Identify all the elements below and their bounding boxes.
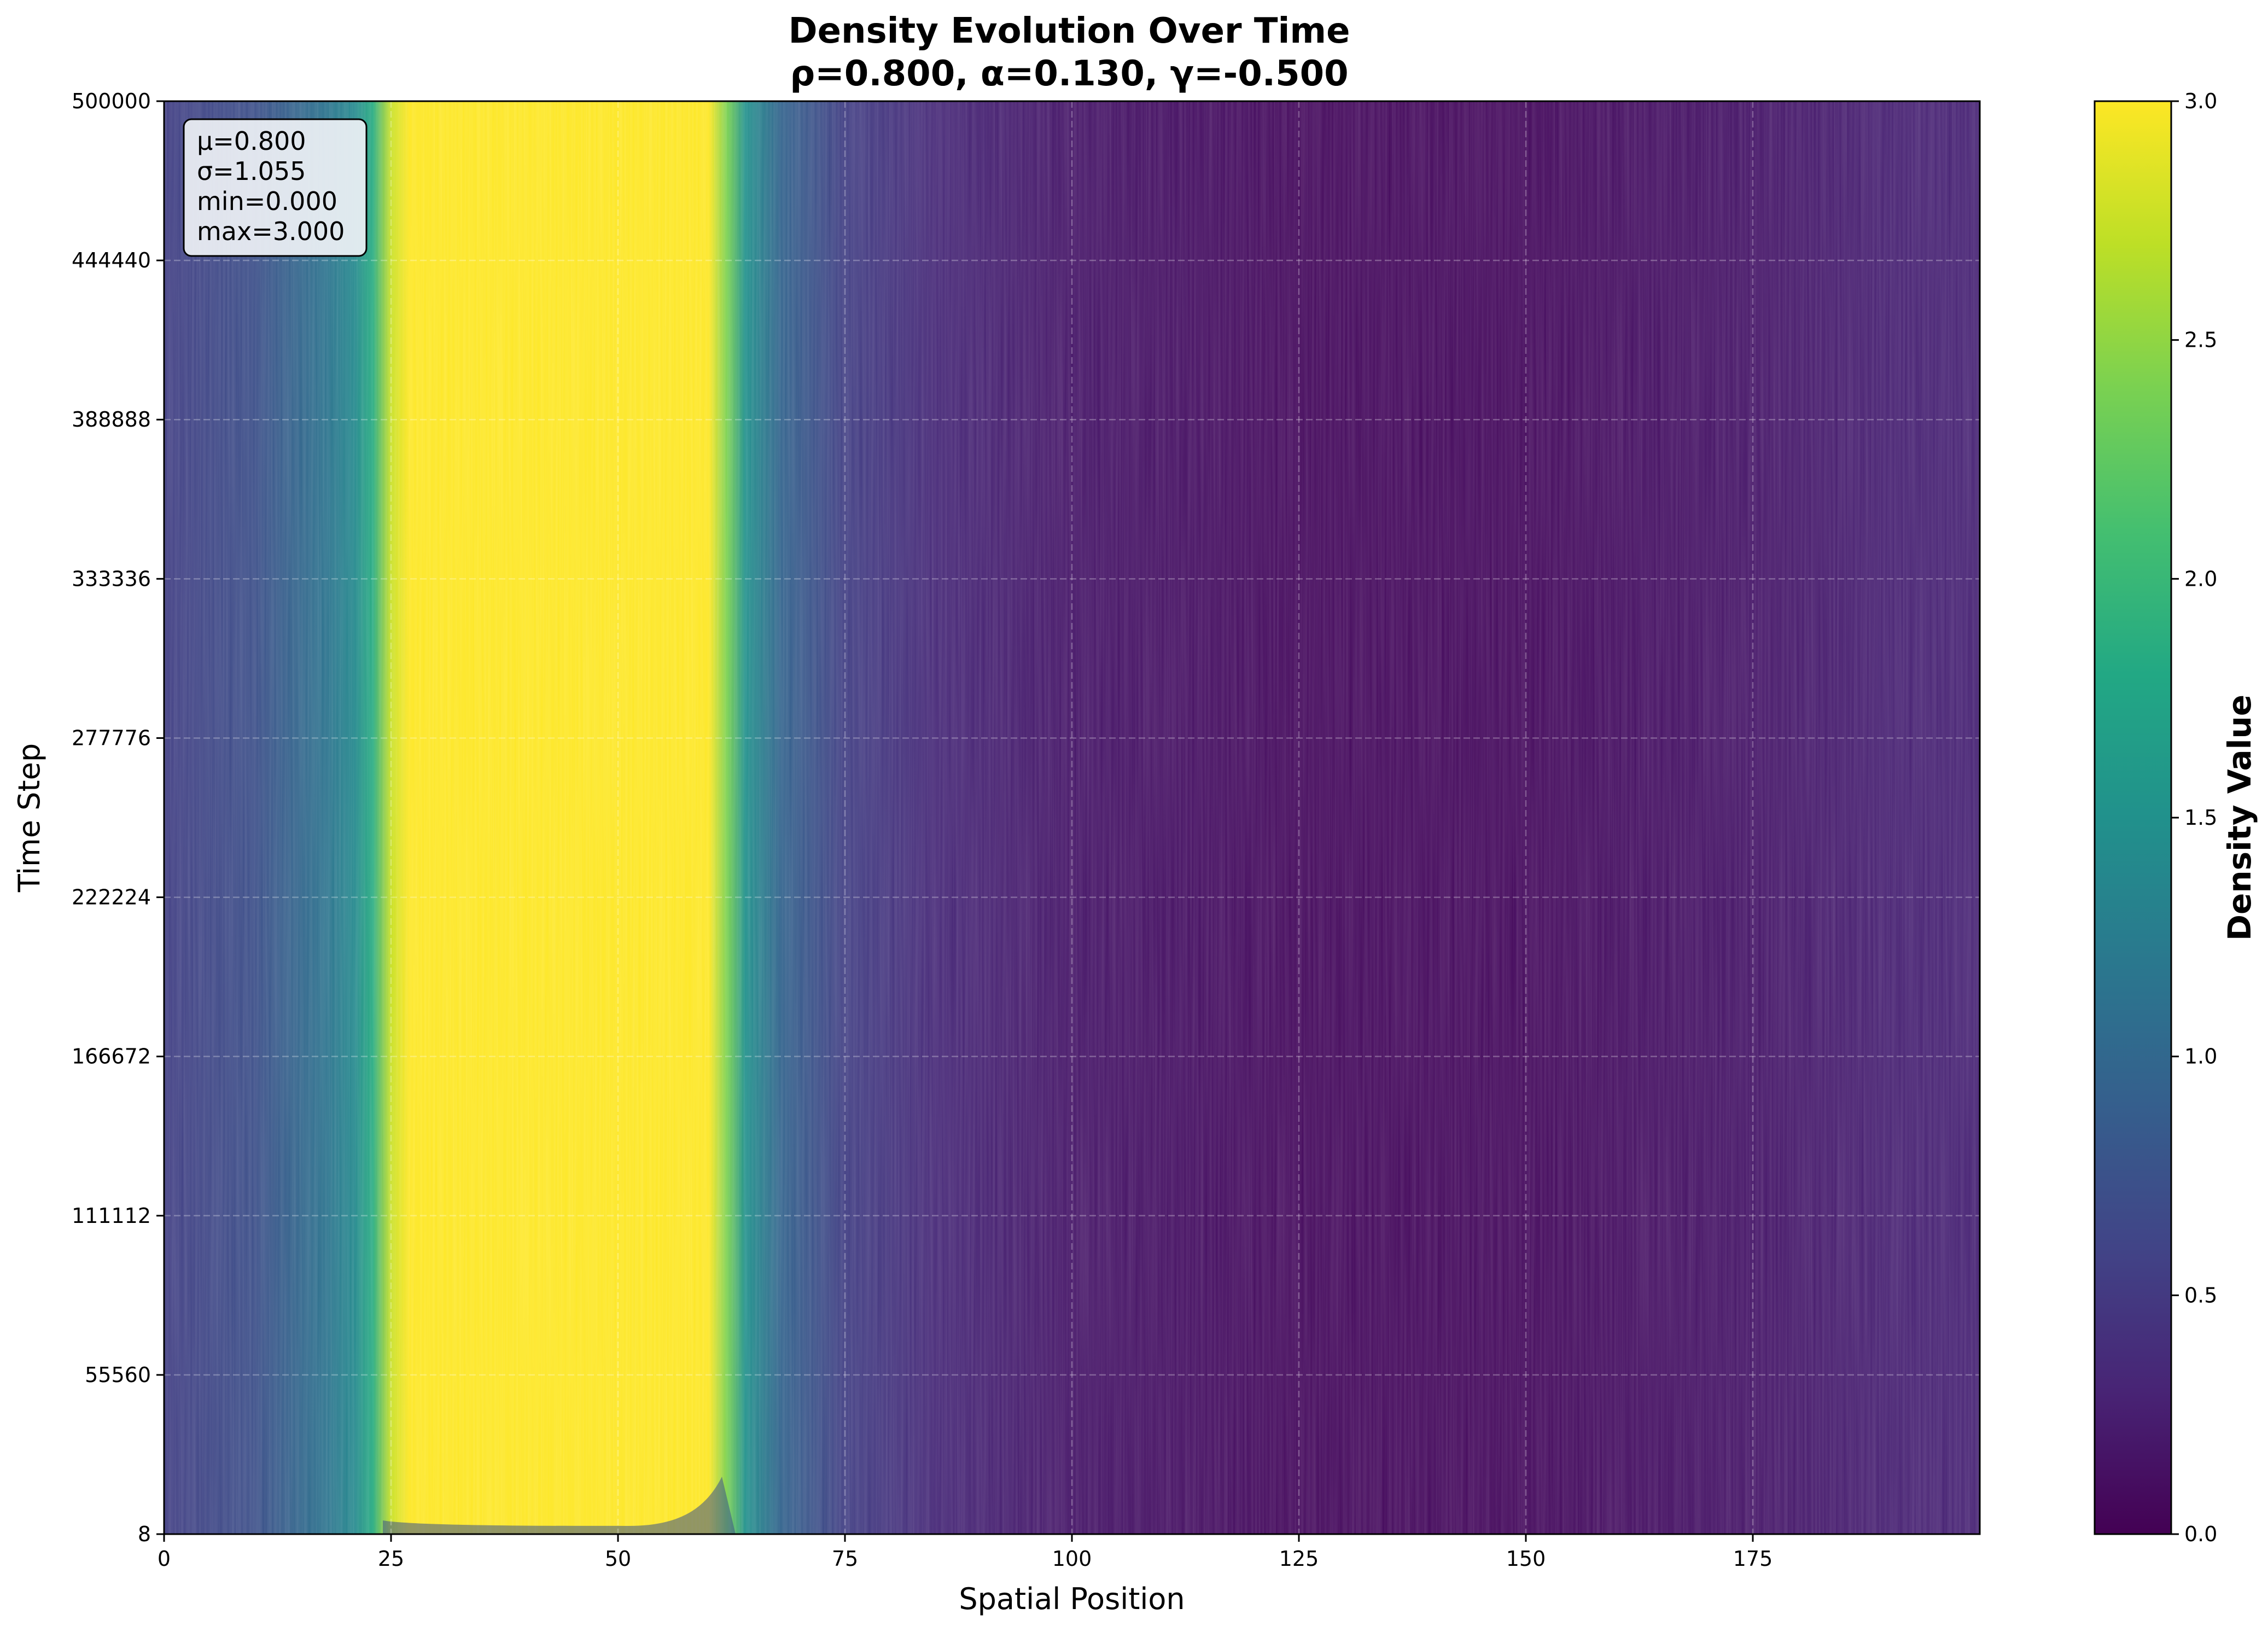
heatmap-plot-area bbox=[163, 100, 1981, 1535]
stats-max: max=3.000 bbox=[197, 217, 345, 246]
x-tick-label-0: 0 bbox=[158, 1547, 171, 1571]
y-tick-label-444440: 444440 bbox=[72, 248, 151, 272]
colorbar-tick-label-1.5: 1.5 bbox=[2184, 806, 2217, 830]
colorbar-tick-label-2.5: 2.5 bbox=[2184, 328, 2217, 352]
heatmap-startup-band bbox=[383, 1477, 736, 1534]
x-tick-label-175: 175 bbox=[1733, 1547, 1773, 1571]
y-tick-label-277776: 277776 bbox=[72, 726, 151, 750]
stats-std: σ=1.055 bbox=[197, 156, 306, 186]
y-tick-label-500000: 500000 bbox=[72, 89, 151, 113]
colorbar: 0.0 0.5 1.0 1.5 2.0 2.5 3.0 Density Value bbox=[2094, 89, 2258, 1546]
colorbar-gradient-strip bbox=[2094, 100, 2172, 1535]
colorbar-tick-label-1.0: 1.0 bbox=[2184, 1045, 2217, 1069]
colorbar-ticks: 0.0 0.5 1.0 1.5 2.0 2.5 3.0 bbox=[2171, 89, 2217, 1546]
colorbar-tick-label-3.0: 3.0 bbox=[2184, 89, 2217, 113]
chart-title-line-1: Density Evolution Over Time bbox=[788, 11, 1350, 51]
y-tick-label-55560: 55560 bbox=[85, 1363, 151, 1387]
y-tick-label-166672: 166672 bbox=[72, 1045, 151, 1069]
x-axis-ticks: 0 25 50 75 100 125 150 175 bbox=[158, 1534, 1773, 1571]
y-tick-label-388888: 388888 bbox=[72, 407, 151, 432]
y-tick-label-111112: 111112 bbox=[72, 1204, 151, 1228]
y-tick-label-333336: 333336 bbox=[72, 567, 151, 591]
colorbar-label: Density Value bbox=[2221, 695, 2258, 941]
x-tick-label-100: 100 bbox=[1052, 1547, 1092, 1571]
stats-min: min=0.000 bbox=[197, 187, 337, 216]
x-tick-label-125: 125 bbox=[1279, 1547, 1319, 1571]
y-tick-label-8: 8 bbox=[138, 1522, 151, 1546]
stats-box-background bbox=[183, 118, 368, 257]
heatmap-texture bbox=[164, 101, 1980, 1534]
chart-title-line-2: ρ=0.800, α=0.130, γ=-0.500 bbox=[790, 54, 1348, 94]
stats-mean: μ=0.800 bbox=[197, 126, 306, 156]
x-tick-label-25: 25 bbox=[378, 1547, 404, 1571]
y-axis-label: Time Step bbox=[12, 743, 46, 893]
x-tick-label-150: 150 bbox=[1506, 1547, 1546, 1571]
y-tick-label-222224: 222224 bbox=[72, 885, 151, 910]
x-tick-label-50: 50 bbox=[605, 1547, 631, 1571]
colorbar-tick-label-2.0: 2.0 bbox=[2184, 567, 2217, 591]
x-axis-label: Spatial Position bbox=[959, 1582, 1185, 1616]
x-tick-label-75: 75 bbox=[832, 1547, 858, 1571]
y-axis-ticks: 8 55560 111112 166672 222224 277776 333336 3888… bbox=[72, 89, 164, 1546]
stats-box: μ=0.800 σ=1.055 min=0.000 max=3.000 bbox=[183, 118, 368, 257]
colorbar-tick-label-0.0: 0.0 bbox=[2184, 1522, 2217, 1546]
colorbar-tick-label-0.5: 0.5 bbox=[2184, 1283, 2217, 1307]
